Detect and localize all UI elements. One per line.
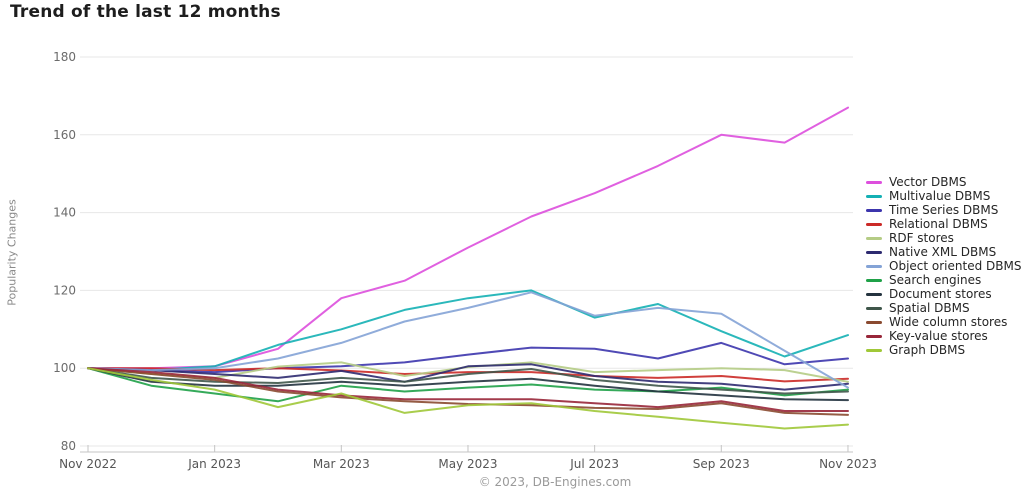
legend-swatch-graph-dbms xyxy=(866,348,882,352)
legend-item-multivalue-dbms[interactable]: Multivalue DBMS xyxy=(866,189,1021,203)
chart-legend: Vector DBMS Multivalue DBMS Time Series DB… xyxy=(866,175,1021,357)
legend-swatch-key-value-stores xyxy=(866,334,882,338)
legend-item-key-value-stores[interactable]: Key-value stores xyxy=(866,329,1021,343)
legend-label: Object oriented DBMS xyxy=(889,259,1022,273)
legend-swatch-vector-dbms xyxy=(866,180,882,184)
legend-label: RDF stores xyxy=(889,231,954,245)
series-line-native-xml-dbms[interactable] xyxy=(87,363,849,391)
legend-swatch-multivalue-dbms xyxy=(866,194,882,198)
copyright-footer: © 2023, DB-Engines.com xyxy=(478,475,632,489)
legend-label: Native XML DBMS xyxy=(889,245,997,259)
legend-item-document-stores[interactable]: Document stores xyxy=(866,287,1021,301)
y-tick-label-100: 100 xyxy=(53,361,76,375)
legend-item-native-xml-dbms[interactable]: Native XML DBMS xyxy=(866,245,1021,259)
x-tick-label-jul-2023: Jul 2023 xyxy=(569,457,619,471)
legend-item-vector-dbms[interactable]: Vector DBMS xyxy=(866,175,1021,189)
series-line-spatial-dbms[interactable] xyxy=(87,367,849,395)
legend-label: Document stores xyxy=(889,287,992,301)
legend-label: Vector DBMS xyxy=(889,175,967,189)
legend-item-time-series-dbms[interactable]: Time Series DBMS xyxy=(866,203,1021,217)
y-tick-label-180: 180 xyxy=(53,50,76,64)
legend-label: Wide column stores xyxy=(889,315,1008,329)
y-tick-label-140: 140 xyxy=(53,206,76,220)
legend-swatch-native-xml-dbms xyxy=(866,250,882,254)
series-line-document-stores[interactable] xyxy=(87,367,849,402)
x-tick-label-nov-2022: Nov 2022 xyxy=(59,457,117,471)
y-tick-label-120: 120 xyxy=(53,283,76,297)
x-tick-label-jan-2023: Jan 2023 xyxy=(187,457,241,471)
legend-label: Graph DBMS xyxy=(889,343,966,357)
series-line-multivalue-dbms[interactable] xyxy=(87,289,849,372)
y-tick-label-80: 80 xyxy=(61,439,76,453)
legend-swatch-time-series-dbms xyxy=(866,208,882,212)
legend-label: Time Series DBMS xyxy=(889,203,999,217)
series-line-relational-dbms[interactable] xyxy=(87,367,849,383)
legend-label: Multivalue DBMS xyxy=(889,189,991,203)
legend-swatch-object-oriented-dbms xyxy=(866,264,882,268)
legend-item-wide-column-stores[interactable]: Wide column stores xyxy=(866,315,1021,329)
series-line-vector-dbms[interactable] xyxy=(87,106,849,370)
legend-item-rdf-stores[interactable]: RDF stores xyxy=(866,231,1021,245)
x-tick-label-may-2023: May 2023 xyxy=(438,457,497,471)
legend-swatch-rdf-stores xyxy=(866,236,882,240)
legend-item-object-oriented-dbms[interactable]: Object oriented DBMS xyxy=(866,259,1021,273)
series-line-search-engines[interactable] xyxy=(87,367,849,403)
legend-swatch-document-stores xyxy=(866,292,882,296)
x-tick-label-sep-2023: Sep 2023 xyxy=(693,457,750,471)
legend-swatch-search-engines xyxy=(866,278,882,282)
series-line-time-series-dbms[interactable] xyxy=(87,341,849,374)
legend-item-relational-dbms[interactable]: Relational DBMS xyxy=(866,217,1021,231)
x-tick-label-nov-2023: Nov 2023 xyxy=(819,457,877,471)
y-tick-label-160: 160 xyxy=(53,128,76,142)
y-axis-title: Popularity Changes xyxy=(5,199,19,306)
legend-label: Relational DBMS xyxy=(889,217,988,231)
legend-label: Key-value stores xyxy=(889,329,988,343)
chart-title: Trend of the last 12 months xyxy=(10,2,281,22)
series-line-wide-column-stores[interactable] xyxy=(87,367,849,416)
legend-label: Search engines xyxy=(889,273,982,287)
legend-item-search-engines[interactable]: Search engines xyxy=(866,273,1021,287)
legend-item-graph-dbms[interactable]: Graph DBMS xyxy=(866,343,1021,357)
legend-label: Spatial DBMS xyxy=(889,301,970,315)
x-tick-label-mar-2023: Mar 2023 xyxy=(313,457,370,471)
legend-item-spatial-dbms[interactable]: Spatial DBMS xyxy=(866,301,1021,315)
legend-swatch-relational-dbms xyxy=(866,222,882,226)
series-line-key-value-stores[interactable] xyxy=(87,367,849,412)
series-line-object-oriented-dbms[interactable] xyxy=(87,291,849,389)
series-line-graph-dbms[interactable] xyxy=(87,367,849,430)
legend-swatch-wide-column-stores xyxy=(866,320,882,324)
legend-swatch-spatial-dbms xyxy=(866,306,882,310)
